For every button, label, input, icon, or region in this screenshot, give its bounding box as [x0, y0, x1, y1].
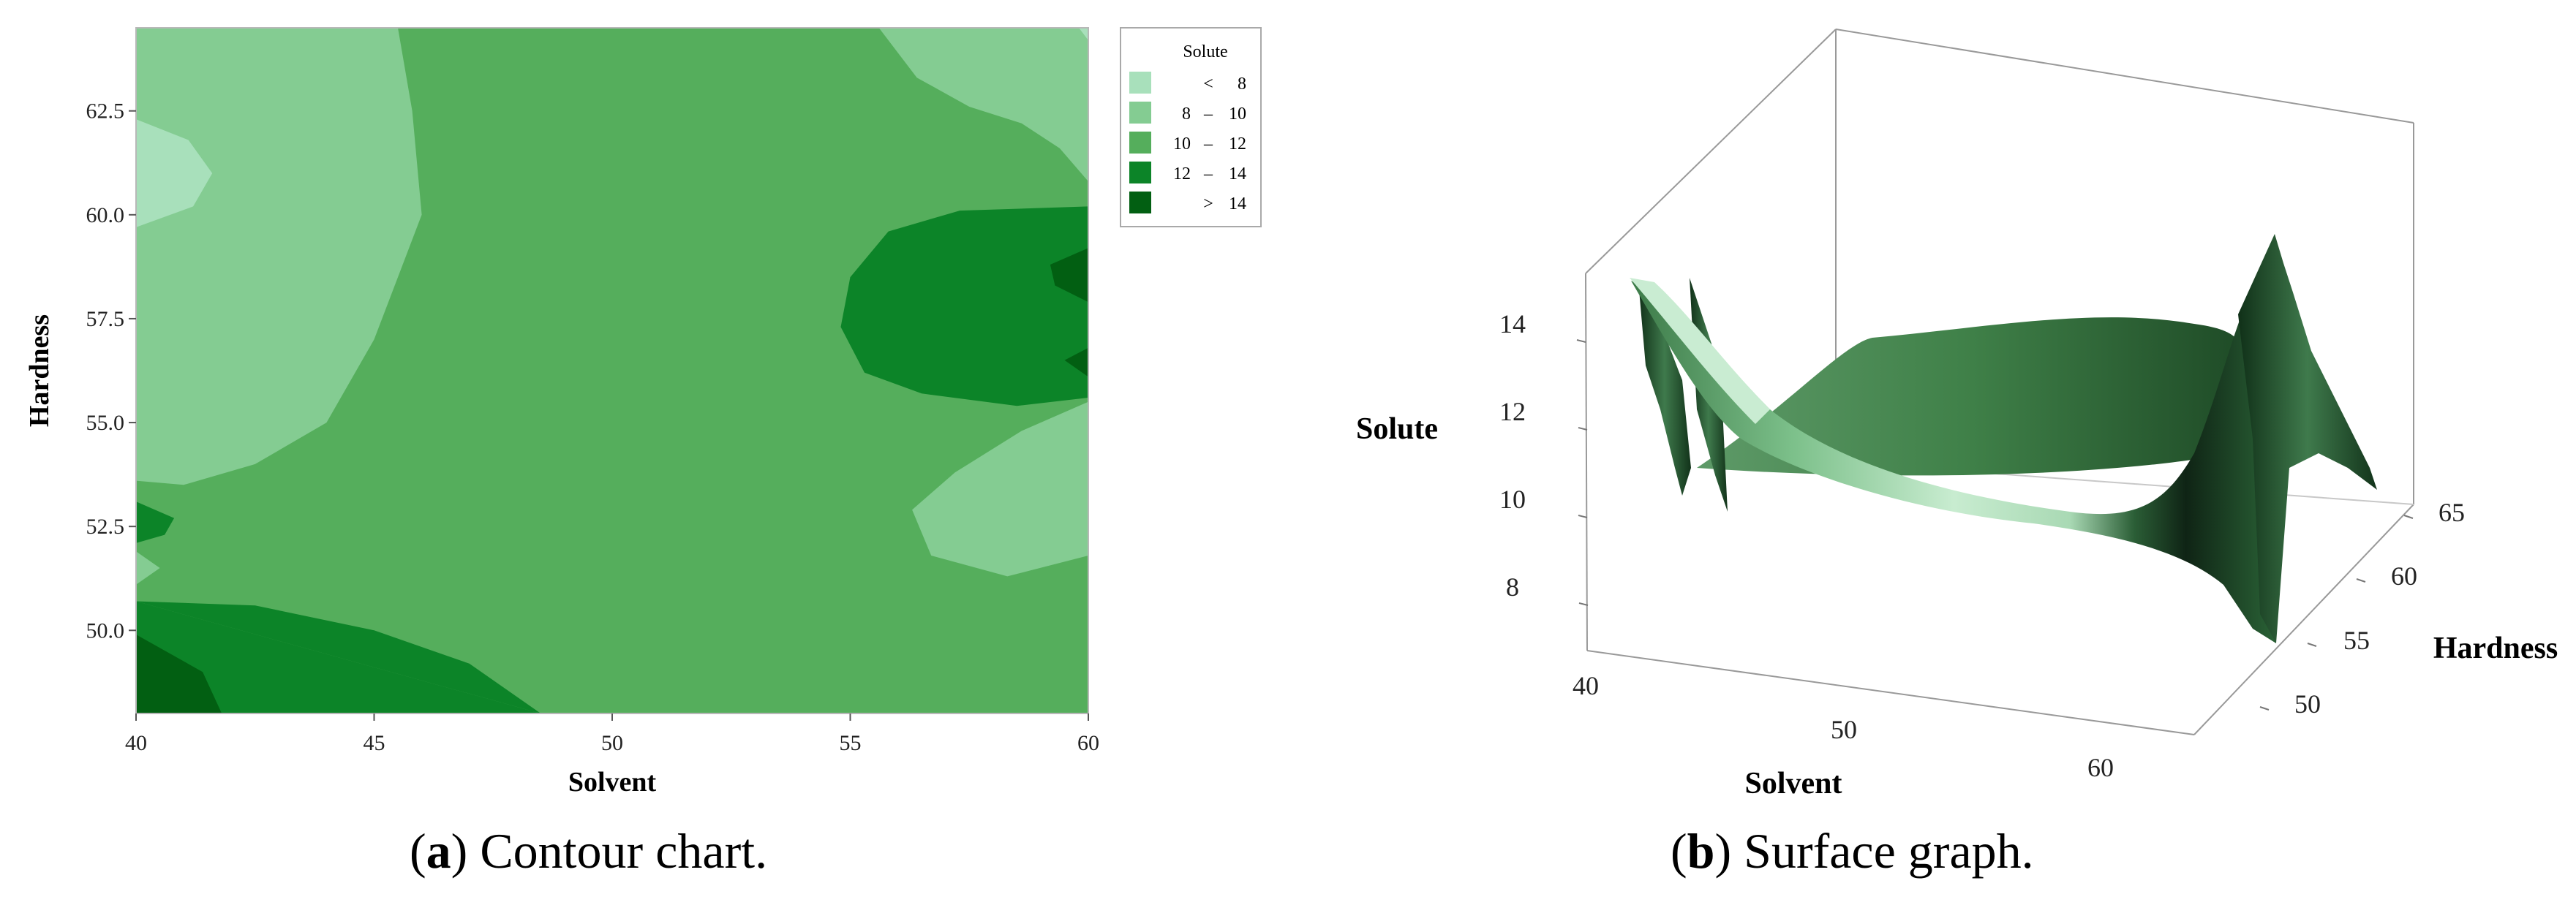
y-tick-label-5: 62.5 [86, 99, 125, 124]
caption-a-letter: a [426, 823, 451, 879]
legend-hi-0: 8 [1238, 75, 1246, 94]
x-tick-label-4: 60 [1077, 731, 1099, 755]
hardness-tick-mark-1 [2356, 578, 2366, 583]
solvent-tick-label-2: 60 [2087, 753, 2114, 782]
legend-op-1: – [1203, 105, 1213, 124]
surface-left-spike [1638, 281, 1691, 496]
hardness-tick-mark-3 [2259, 706, 2270, 711]
legend-hi-4: 14 [1229, 194, 1246, 213]
legend-op-3: – [1203, 164, 1213, 183]
z-tick-mark-1 [1578, 427, 1588, 431]
contour-region-8 [136, 501, 175, 543]
surface-mesh [1630, 234, 2377, 643]
x-tick-label-2: 50 [601, 731, 623, 755]
x-tick-label-0: 40 [125, 731, 147, 755]
caption-a: (a) Contour chart. [410, 823, 768, 879]
contour-region-1 [136, 119, 213, 227]
hardness-tick-label-0: 65 [2438, 498, 2465, 527]
contour-chart: 40 45 50 55 60 50.0 52.5 55.0 57.5 60.0 62.5 Solv… [24, 27, 1262, 798]
legend-swatch-1 [1129, 102, 1151, 124]
contour-regions [136, 28, 1088, 713]
contour-region-2 [878, 28, 1088, 182]
contour-region-4 [912, 401, 1088, 577]
y-axis: 50.0 52.5 55.0 57.5 60.0 62.5 [86, 99, 136, 643]
hardness-tick-mark-2 [2307, 643, 2317, 647]
contour-region-12 [136, 635, 222, 713]
caption-b-text: Surface graph. [1731, 823, 2034, 879]
surface-back-region [1697, 317, 2248, 476]
solvent-axis: 40 50 60 [1573, 671, 2114, 782]
z-axis: 14 12 10 8 [1499, 309, 1589, 606]
legend-hi-2: 12 [1229, 135, 1246, 154]
contour-region-9 [136, 551, 160, 585]
contour-region-7 [1064, 347, 1088, 377]
z-tick-label-1: 12 [1499, 397, 1526, 426]
contour-region-6 [1050, 248, 1088, 303]
legend-lo-3: 12 [1173, 164, 1191, 183]
x-axis-label: Solvent [568, 767, 657, 798]
legend-hi-3: 14 [1229, 164, 1246, 183]
legend-title: Solute [1183, 42, 1227, 61]
legend-lo-1: 8 [1182, 105, 1191, 124]
y-tick-label-1: 52.5 [86, 515, 125, 539]
solvent-tick-label-1: 50 [1831, 715, 1857, 744]
legend-hi-1: 10 [1229, 105, 1246, 124]
y-tick-label-0: 50.0 [86, 618, 125, 643]
legend-swatch-0 [1129, 72, 1151, 94]
x-axis: 40 45 50 55 60 [125, 713, 1099, 755]
hardness-tick-label-2: 55 [2343, 626, 2370, 655]
y-tick-label-3: 57.5 [86, 307, 125, 331]
legend-swatch-2 [1129, 132, 1151, 154]
legend-swatch-3 [1129, 162, 1151, 183]
hardness-axis: 65 60 55 50 [2259, 498, 2465, 719]
z-tick-mark-0 [1576, 339, 1586, 343]
y-tick-label-2: 55.0 [86, 411, 125, 435]
contour-region-5 [840, 206, 1088, 406]
solvent-tick-label-0: 40 [1573, 671, 1599, 700]
caption-b: (b) Surface graph. [1671, 823, 2034, 879]
legend-swatch-4 [1129, 192, 1151, 213]
x-tick-label-3: 55 [840, 731, 862, 755]
solvent-axis-label: Solvent [1744, 767, 1842, 800]
contour-region-0 [136, 28, 422, 485]
caption-b-letter: b [1687, 823, 1715, 879]
z-tick-mark-3 [1578, 602, 1589, 606]
legend-lo-2: 10 [1173, 135, 1191, 154]
surface-right-peak [2238, 234, 2377, 643]
caption-a-text: Contour chart. [467, 823, 768, 879]
z-tick-label-2: 10 [1499, 485, 1526, 514]
z-tick-mark-2 [1578, 515, 1588, 518]
z-tick-label-3: 8 [1506, 572, 1519, 602]
hardness-axis-label: Hardness [2433, 632, 2558, 665]
legend-op-4: > [1203, 194, 1213, 213]
z-axis-label: Solute [1356, 412, 1438, 446]
surface-left-edge [1630, 278, 1770, 424]
hardness-tick-label-1: 60 [2391, 561, 2417, 591]
hardness-tick-label-3: 50 [2294, 689, 2321, 719]
y-tick-label-4: 60.0 [86, 203, 125, 227]
surface-graph: 14 12 10 8 40 50 60 65 60 55 50 Solute Solvent H… [1356, 29, 2558, 800]
hardness-tick-mark-0 [2403, 515, 2414, 519]
z-tick-label-0: 14 [1499, 309, 1526, 338]
legend-op-2: – [1203, 135, 1213, 154]
contour-region-11 [136, 601, 541, 713]
contour-region-3 [1079, 28, 1088, 41]
legend-op-0: < [1203, 75, 1213, 94]
x-tick-label-1: 45 [364, 731, 385, 755]
y-axis-label: Hardness [24, 314, 55, 427]
